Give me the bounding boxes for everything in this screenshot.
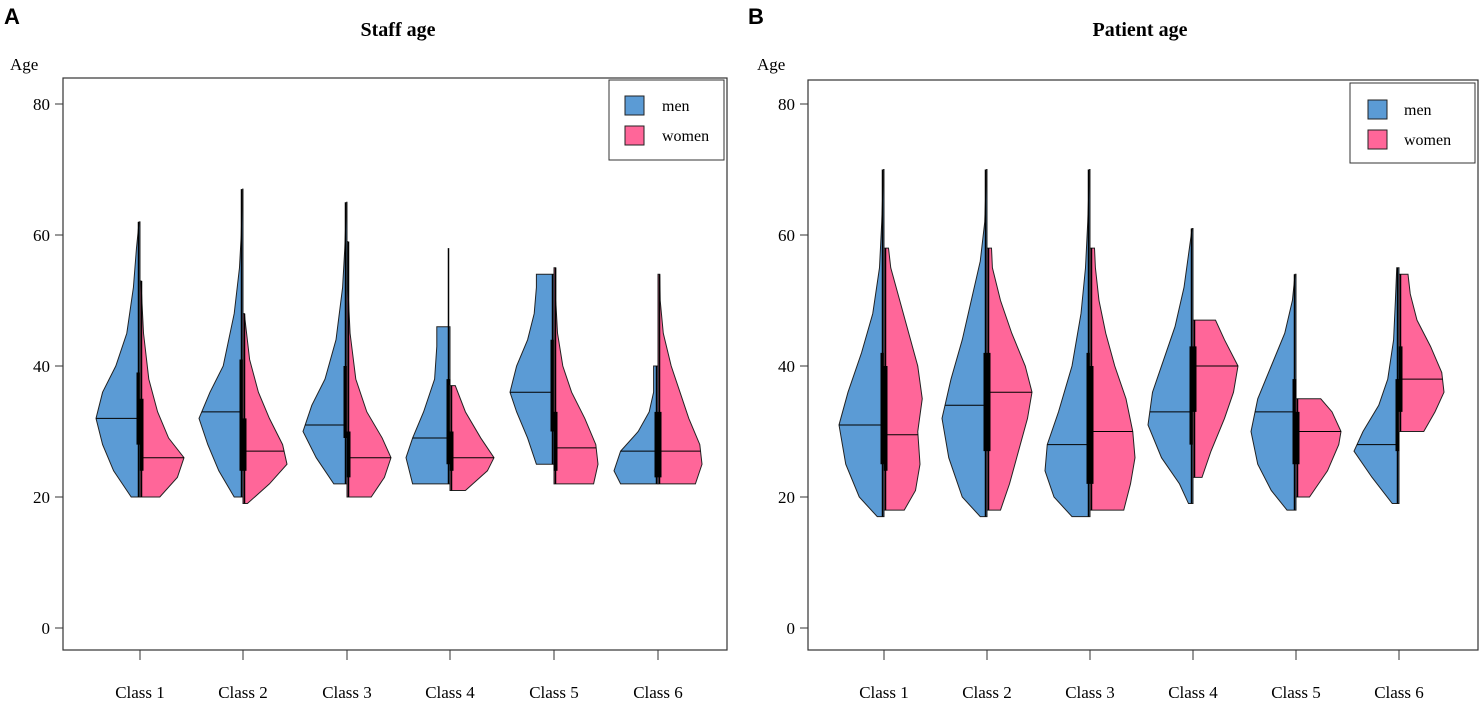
y-ticks-a: 0 20 40 60 80	[33, 95, 63, 638]
y-tick-label: 40	[778, 357, 795, 376]
y-tick-label: 20	[778, 488, 795, 507]
y-tick-label: 0	[787, 619, 796, 638]
violin-women-a	[242, 313, 288, 505]
violin-women-b	[1089, 247, 1136, 511]
violin-men-b	[941, 169, 988, 518]
plot-frame-b	[807, 79, 1479, 651]
legend-label-women-a: women	[662, 128, 709, 145]
chart-title-b: Patient age	[1093, 19, 1188, 41]
violin-men-a	[509, 273, 555, 465]
x-tick-label: Class 2	[962, 683, 1012, 702]
violin-men-b	[1044, 169, 1091, 518]
x-tick-label: Class 2	[218, 683, 268, 702]
legend-box-b	[1349, 82, 1476, 164]
legend-a: men women	[608, 79, 725, 161]
violin-women-a	[346, 241, 392, 498]
legend-box-a	[608, 79, 725, 161]
x-tick-label: Class 3	[322, 683, 372, 702]
y-ticks-b: 0 20 40 60 80	[778, 95, 808, 638]
violin-men-b	[1353, 267, 1400, 505]
violin-women-a	[657, 273, 703, 485]
x-ticks-b: Class 1 Class 2 Class 3 Class 4 Class 5 Class…	[859, 650, 1424, 702]
legend-label-men-b: men	[1404, 102, 1432, 119]
violin-men-a	[95, 221, 141, 498]
chart-title-a: Staff age	[361, 19, 436, 41]
violin-women-b	[1192, 319, 1239, 478]
panel-letter-a: A	[4, 4, 20, 29]
x-tick-label: Class 6	[633, 683, 683, 702]
y-tick-label: 80	[33, 95, 50, 114]
y-tick-label: 40	[33, 357, 50, 376]
legend-swatch-men-b	[1367, 99, 1388, 120]
y-axis-label-b: Age	[757, 55, 785, 74]
x-tick-label: Class 1	[115, 683, 165, 702]
violin-men-a	[405, 326, 451, 485]
y-axis-label-a: Age	[10, 55, 38, 74]
violin-men-b	[838, 169, 885, 518]
y-tick-label: 60	[778, 226, 795, 245]
panel-a: A Staff age Age 0 20 40 60 80 Class 1 Class 2…	[4, 4, 728, 702]
violin-men-a	[613, 365, 659, 485]
violin-men-a	[302, 201, 348, 485]
plot-frame-a	[62, 77, 728, 651]
violin-women-a	[139, 280, 185, 498]
y-tick-label: 0	[42, 619, 51, 638]
x-tick-label: Class 5	[529, 683, 579, 702]
x-ticks-a: Class 1 Class 2 Class 3 Class 4 Class 5 Class…	[115, 650, 683, 702]
violin-men-b	[1147, 227, 1194, 505]
x-tick-label: Class 6	[1374, 683, 1424, 702]
legend-swatch-women-b	[1367, 129, 1388, 150]
legend-b: men women	[1349, 82, 1476, 164]
violins-a	[95, 188, 703, 505]
y-tick-label: 80	[778, 95, 795, 114]
violins-b	[838, 169, 1445, 518]
legend-label-men-a: men	[662, 98, 690, 115]
legend-label-women-b: women	[1404, 132, 1451, 149]
violin-women-a	[449, 385, 495, 491]
violin-men-b	[1250, 273, 1297, 511]
legend-swatch-men-a	[624, 95, 645, 116]
x-tick-label: Class 5	[1271, 683, 1321, 702]
y-tick-label: 20	[33, 488, 50, 507]
violin-women-b	[1398, 273, 1445, 432]
violin-women-b	[883, 247, 923, 511]
violin-men-a	[198, 188, 244, 498]
violin-women-b	[986, 247, 1033, 511]
y-tick-label: 60	[33, 226, 50, 245]
violin-women-b	[1295, 398, 1342, 498]
x-tick-label: Class 4	[1168, 683, 1218, 702]
x-tick-label: Class 1	[859, 683, 909, 702]
x-tick-label: Class 4	[425, 683, 475, 702]
legend-swatch-women-a	[624, 125, 645, 146]
violin-women-a	[553, 267, 599, 485]
panel-letter-b: B	[748, 4, 764, 29]
x-tick-label: Class 3	[1065, 683, 1115, 702]
